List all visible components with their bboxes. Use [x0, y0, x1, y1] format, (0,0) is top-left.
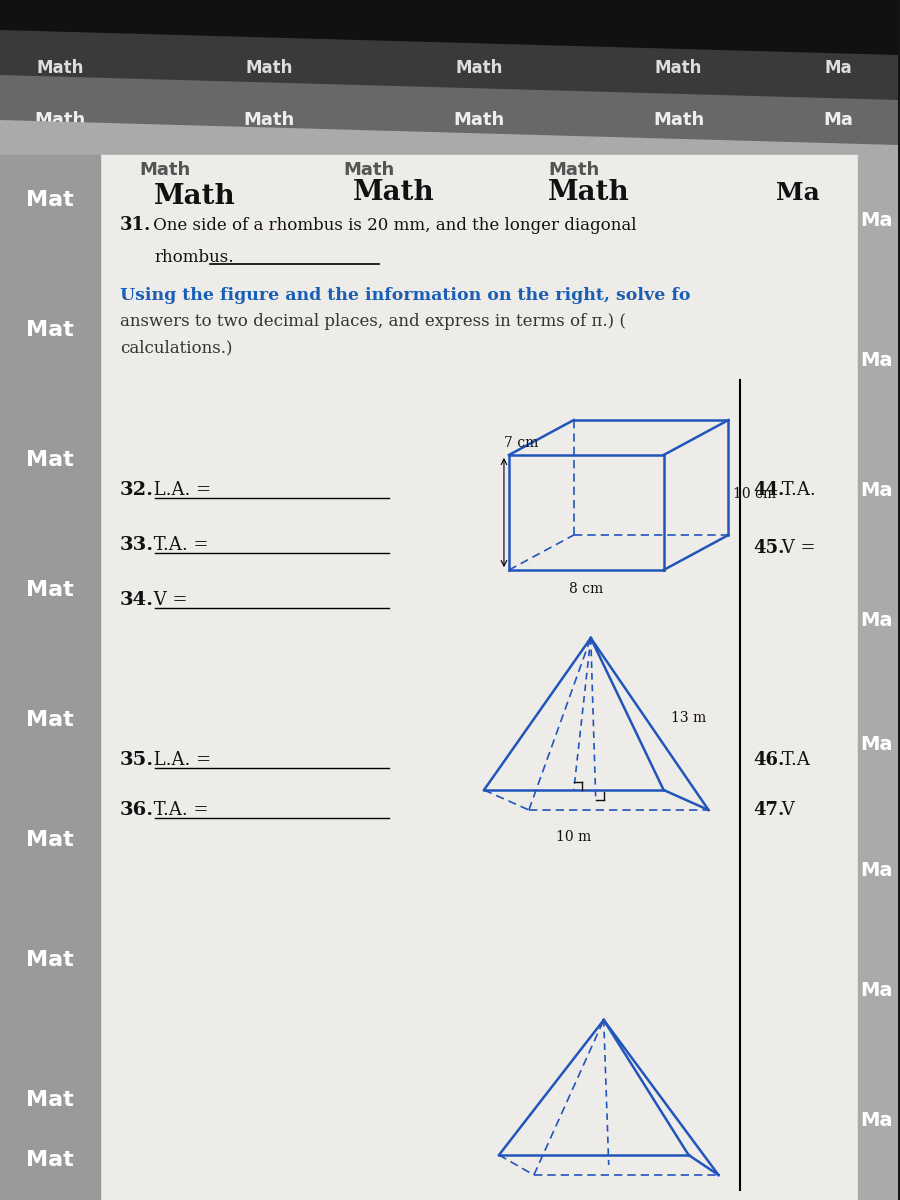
Polygon shape — [0, 120, 898, 210]
Text: One side of a rhombus is 20 mm, and the longer diagonal: One side of a rhombus is 20 mm, and the … — [148, 216, 636, 234]
Text: Ma: Ma — [860, 210, 893, 229]
Text: 10 cm: 10 cm — [734, 487, 777, 502]
Text: rhombus.: rhombus. — [155, 248, 234, 265]
Text: 31.: 31. — [120, 216, 151, 234]
Text: Mat: Mat — [26, 950, 74, 970]
Text: Math: Math — [708, 158, 769, 178]
Text: Math: Math — [454, 110, 505, 128]
Text: Math: Math — [354, 180, 435, 206]
Text: Ma: Ma — [860, 736, 893, 755]
Text: Mat: Mat — [26, 580, 74, 600]
Text: Ma: Ma — [860, 611, 893, 630]
Text: T.A: T.A — [777, 751, 810, 769]
Text: Math: Math — [500, 158, 559, 178]
Text: Math: Math — [455, 59, 503, 77]
Text: V =: V = — [777, 539, 816, 557]
Text: Ma: Ma — [777, 181, 820, 205]
Text: T.A. =: T.A. = — [148, 536, 214, 554]
Text: Math: Math — [290, 158, 349, 178]
Text: Ma: Ma — [860, 350, 893, 370]
Text: 7 cm: 7 cm — [504, 436, 538, 450]
Text: Math: Math — [70, 158, 130, 178]
Text: Math: Math — [344, 161, 395, 179]
Text: Ma: Ma — [824, 59, 852, 77]
Text: 33.: 33. — [120, 536, 154, 554]
Text: Mat: Mat — [26, 1090, 74, 1110]
Text: 8 cm: 8 cm — [569, 582, 603, 596]
Text: Ma: Ma — [860, 980, 893, 1000]
Text: 32.: 32. — [120, 481, 154, 499]
Text: Ma: Ma — [860, 158, 896, 178]
Text: T.A.: T.A. — [777, 481, 816, 499]
Text: Mat: Mat — [26, 320, 74, 340]
Text: Mat: Mat — [26, 710, 74, 730]
Text: 35.: 35. — [120, 751, 154, 769]
Text: Ma: Ma — [860, 1110, 893, 1129]
Bar — [0, 0, 898, 200]
Text: Mat: Mat — [26, 450, 74, 470]
Text: V: V — [777, 802, 795, 818]
Text: Math: Math — [548, 161, 599, 179]
Text: T.A. =: T.A. = — [148, 802, 214, 818]
Text: Math: Math — [653, 110, 704, 128]
Text: 36.: 36. — [120, 802, 154, 818]
Text: L.A. =: L.A. = — [148, 751, 217, 769]
Polygon shape — [0, 74, 898, 160]
Text: 46.: 46. — [753, 751, 785, 769]
Text: 10 m: 10 m — [556, 830, 591, 844]
Text: Math: Math — [139, 161, 190, 179]
Text: Ma: Ma — [824, 110, 853, 128]
Text: Math: Math — [154, 184, 236, 210]
Bar — [0, 155, 100, 1200]
Polygon shape — [0, 30, 898, 115]
Bar — [859, 155, 898, 1200]
Text: Mat: Mat — [26, 830, 74, 850]
Text: 13 m: 13 m — [670, 710, 706, 725]
Text: 34.: 34. — [120, 590, 154, 608]
Text: Mat: Mat — [26, 190, 74, 210]
Text: Math: Math — [36, 59, 84, 77]
Text: Math: Math — [655, 59, 702, 77]
Text: Math: Math — [34, 110, 86, 128]
Text: Math: Math — [246, 59, 293, 77]
Text: 44.: 44. — [753, 481, 785, 499]
Text: 47.: 47. — [753, 802, 785, 818]
Text: answers to two decimal places, and express in terms of π.) (: answers to two decimal places, and expre… — [120, 313, 626, 330]
Text: Math: Math — [244, 110, 295, 128]
Text: 45.: 45. — [753, 539, 785, 557]
Text: Ma: Ma — [860, 860, 893, 880]
Text: Using the figure and the information on the right, solve fo: Using the figure and the information on … — [120, 288, 690, 305]
Text: L.A. =: L.A. = — [148, 481, 217, 499]
Text: Math: Math — [548, 180, 630, 206]
Text: Ma: Ma — [860, 480, 893, 499]
Text: calculations.): calculations.) — [120, 340, 232, 356]
Bar — [100, 155, 859, 1200]
Text: V =: V = — [148, 590, 193, 608]
Text: Mat: Mat — [26, 1150, 74, 1170]
